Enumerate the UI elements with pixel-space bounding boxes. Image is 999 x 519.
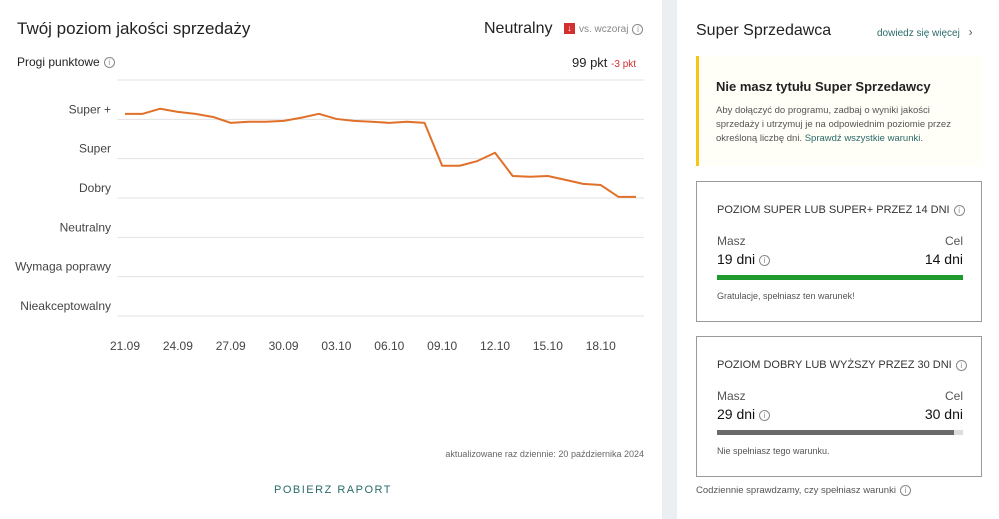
have-text: 19 dni [717,251,756,267]
condition-title: POZIOM DOBRY LUB WYŻSZY PRZEZ 30 DNI i [717,359,967,371]
condition-title: POZIOM SUPER LUB SUPER+ PRZEZ 14 DNI i [717,204,965,216]
condition-card: POZIOM SUPER LUB SUPER+ PRZEZ 14 DNI i Ma… [696,181,982,322]
quality-title: Twój poziom jakości sprzedaży [17,19,251,38]
updated-note: aktualizowane raz dziennie: 20 październ… [445,449,644,459]
super-seller-title: Super Sprzedawca [696,22,832,39]
have-value: 29 dni i [717,406,771,422]
x-tick-label: 27.09 [216,339,246,353]
x-tick-label: 18.10 [586,339,616,353]
x-tick-label: 03.10 [321,339,351,353]
chart: Nieakceptowalny Wymaga poprawy Neutralny Do… [15,79,644,353]
check-note-text: Codziennie sprawdzamy, czy spełniasz war… [696,485,896,497]
y-tick-label: Super + [69,102,111,116]
notice-body: Aby dołączyć do programu, zadbaj o wynik… [716,105,951,144]
x-tick-label: 24.09 [163,339,193,353]
learn-more-text: dowiedz się więcej [877,28,960,39]
compare-text: vs. wczoraj [579,24,629,36]
quality-level: Neutralny [484,20,553,37]
have-text: 29 dni [717,406,756,422]
y-tick-label: Wymaga poprawy [15,260,111,274]
info-icon[interactable]: i [759,409,771,421]
condition-title-text: POZIOM SUPER LUB SUPER+ PRZEZ 14 DNI [717,204,950,216]
goal-label: Cel [944,234,963,248]
compare-label: vs. wczoraj i [579,24,644,36]
learn-more-link[interactable]: dowiedz się więcej › [877,25,973,39]
x-tick-label: 12.10 [480,339,510,353]
info-icon[interactable]: i [899,485,911,496]
have-label: Masz [717,389,746,403]
condition-card: POZIOM DOBRY LUB WYŻSZY PRZEZ 30 DNI i Ma… [696,336,982,477]
y-tick-label: Neutralny [60,220,111,234]
x-tick-label: 06.10 [374,339,404,353]
condition-status: Nie spełniasz tego warunku. [717,446,830,456]
notice-title: Nie masz tytułu Super Sprzedawcy [716,79,931,94]
goal-value: 14 dni [924,251,963,267]
info-icon[interactable]: i [759,254,771,266]
progress-track [717,430,963,435]
goal-value: 30 dni [924,406,963,422]
info-icon[interactable]: i [953,204,965,216]
points: 99 pkt -3 pkt [572,55,636,70]
x-tick-label: 30.09 [269,339,299,353]
info-icon[interactable]: i [632,24,644,35]
thresholds-text: Progi punktowe [17,55,100,69]
progress-fill [717,430,955,435]
download-report[interactable]: POBIERZ RAPORT [274,484,392,496]
down-arrow-icon: ↓ [564,23,575,34]
goal-label: Cel [944,389,963,403]
condition-title-text: POZIOM DOBRY LUB WYŻSZY PRZEZ 30 DNI [717,359,952,371]
points-change: -3 pkt [611,59,637,70]
x-tick-label: 15.10 [533,339,563,353]
points-value: 99 pkt [572,55,608,70]
info-icon[interactable]: i [103,57,115,69]
y-tick-label: Dobry [79,181,111,195]
x-tick-label: 21.09 [110,339,140,353]
have-label: Masz [717,234,746,248]
y-tick-label: Nieakceptowalny [20,299,111,313]
notice-text: Aby dołączyć do programu, zadbaj o wynik… [716,104,968,146]
check-note: Codziennie sprawdzamy, czy spełniasz war… [696,485,911,496]
x-tick-label: 09.10 [427,339,457,353]
y-tick-label: Super [79,142,111,156]
progress-track [717,275,963,280]
info-icon[interactable]: i [955,359,967,371]
condition-status: Gratulacje, spełniasz ten warunek! [717,291,855,301]
notice-box: Nie masz tytułu Super Sprzedawcy Aby doł… [696,56,982,166]
progress-fill [717,275,963,280]
have-value: 19 dni i [717,251,771,267]
quality-line [125,107,636,198]
notice-link[interactable]: Sprawdź wszystkie warunki. [804,133,923,144]
thresholds-label: Progi punktowe i [17,55,115,69]
panel-separator [662,0,677,519]
